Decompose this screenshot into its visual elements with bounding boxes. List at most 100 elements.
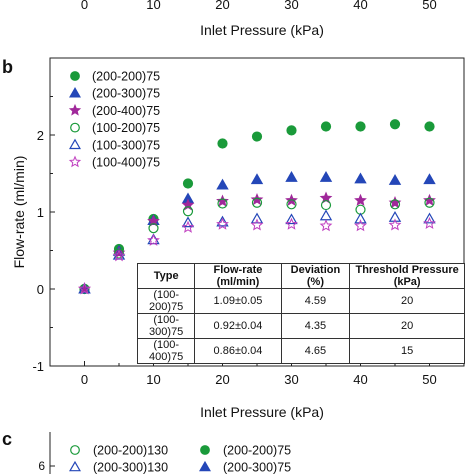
panel-c-label: c xyxy=(2,429,12,449)
legend-label: (200-400)75 xyxy=(92,104,160,118)
data-point xyxy=(217,138,228,149)
legend-label: (100-200)75 xyxy=(92,121,160,135)
y-tick-label: 2 xyxy=(37,128,44,143)
panel-c-legend: (200-200)130 (200-200)75 (200-300)130 (200-… xyxy=(69,444,291,474)
panel-c-legend-marker xyxy=(69,460,81,472)
data-point xyxy=(250,218,264,231)
x-tick-label: 20 xyxy=(215,372,229,387)
data-point xyxy=(424,197,435,208)
data-point xyxy=(78,282,91,295)
table-cell: 4.35 xyxy=(280,313,351,339)
data-point xyxy=(250,173,264,185)
y-tick-label: 1 xyxy=(37,205,44,220)
data-point xyxy=(251,197,263,208)
data-point xyxy=(250,212,264,224)
data-point xyxy=(423,216,436,229)
data-point xyxy=(423,193,436,206)
data-point xyxy=(319,219,333,232)
data-point xyxy=(285,170,298,182)
data-point xyxy=(285,213,298,225)
legend: (200-200)75 (200-300)75 (200-400)75 (100-20… xyxy=(68,70,160,170)
data-point xyxy=(319,170,333,182)
table-row: (100-300)75 0.92±0.04 4.35 20 xyxy=(136,313,465,339)
x-tick-label: 10 xyxy=(146,372,160,387)
data-point xyxy=(181,220,195,233)
table-cell: (100-300)75 xyxy=(136,313,196,339)
data-point xyxy=(216,215,229,227)
panel-c-legend-label: (200-200)130 xyxy=(93,444,168,458)
table-cell: 0.92±0.04 xyxy=(194,313,282,339)
data-point xyxy=(354,219,367,232)
table-header-flow-rate: Flow-rate (ml/min) xyxy=(194,263,282,289)
table-cell: 4.65 xyxy=(280,338,351,364)
data-point xyxy=(217,198,228,209)
data-point xyxy=(216,178,229,190)
legend-marker xyxy=(70,71,80,81)
data-point xyxy=(423,173,436,185)
y-tick-labels: -1 0 1 2 xyxy=(32,128,44,374)
data-point xyxy=(250,192,264,206)
data-point xyxy=(251,131,263,142)
table-row: (100-200)75 1.09±0.05 4.59 20 xyxy=(136,288,465,314)
data-points xyxy=(78,119,436,295)
top-panel-x-tick-label: 0 xyxy=(81,0,88,12)
top-panel-x-tick-label: 40 xyxy=(353,0,367,12)
legend-label: (200-300)75 xyxy=(92,87,160,101)
x-tick-labels: 0 10 20 30 40 50 xyxy=(81,372,437,387)
top-panel-x-axis-label: Inlet Pressure (kPa) xyxy=(200,22,324,38)
data-point xyxy=(78,282,91,294)
table-header-threshold: Threshold Pressure (kPa) xyxy=(349,263,465,289)
top-panel-x-tick-label: 20 xyxy=(215,0,229,12)
y-tick-label: 0 xyxy=(37,282,44,297)
data-point xyxy=(320,199,332,211)
data-point xyxy=(388,218,402,231)
panel-b-label: b xyxy=(2,57,13,77)
data-point xyxy=(388,196,402,209)
x-axis-label: Inlet Pressure (kPa) xyxy=(200,404,324,420)
table-cell: 20 xyxy=(349,313,465,339)
panel-c-legend-label: (200-300)75 xyxy=(223,461,291,474)
legend-label: (100-400)75 xyxy=(92,156,160,170)
x-tick-label: 50 xyxy=(422,372,436,387)
table-cell: (100-200)75 xyxy=(136,288,196,314)
table-cell: 0.86±0.04 xyxy=(194,338,282,364)
legend-marker xyxy=(70,122,80,133)
table-cell: (100-400)75 xyxy=(136,338,196,364)
data-point xyxy=(389,199,401,210)
data-point xyxy=(354,193,367,206)
legend-label: (200-200)75 xyxy=(92,70,160,84)
data-point xyxy=(320,121,332,132)
panel-c-legend-marker xyxy=(199,460,211,472)
data-point xyxy=(181,216,195,228)
top-panel-x-tick-label: 30 xyxy=(284,0,298,12)
panel-c-legend-marker xyxy=(70,445,80,455)
legend-marker xyxy=(69,87,81,98)
top-panel-x-tick-labels: 0 10 20 30 40 50 xyxy=(81,0,437,12)
data-point xyxy=(148,223,159,234)
table-cell: 15 xyxy=(349,338,465,364)
data-point xyxy=(285,217,298,230)
data-point xyxy=(286,125,297,136)
table-header-type: Type xyxy=(136,263,196,289)
data-point xyxy=(424,121,435,132)
data-point xyxy=(354,172,367,184)
panel-c-legend-marker xyxy=(200,445,210,455)
panel-c-legend-label: (200-300)130 xyxy=(93,461,168,474)
data-point xyxy=(112,249,126,262)
y-tick-label: -1 xyxy=(32,359,44,374)
data-point xyxy=(388,211,402,222)
table-cell: 1.09±0.05 xyxy=(194,288,282,314)
x-tick-label: 30 xyxy=(284,372,298,387)
table-header-row: Type Flow-rate (ml/min) Deviation (%) Th… xyxy=(136,263,465,289)
data-point xyxy=(354,212,367,224)
data-point xyxy=(147,233,160,246)
data-point xyxy=(286,199,297,210)
legend-marker xyxy=(68,155,82,168)
summary-table: Type Flow-rate (ml/min) Deviation (%) Th… xyxy=(136,263,465,364)
data-point xyxy=(389,119,401,130)
table-cell: 20 xyxy=(349,288,465,314)
data-point xyxy=(355,121,366,132)
table-cell: 4.59 xyxy=(280,288,351,314)
data-point xyxy=(182,178,194,189)
